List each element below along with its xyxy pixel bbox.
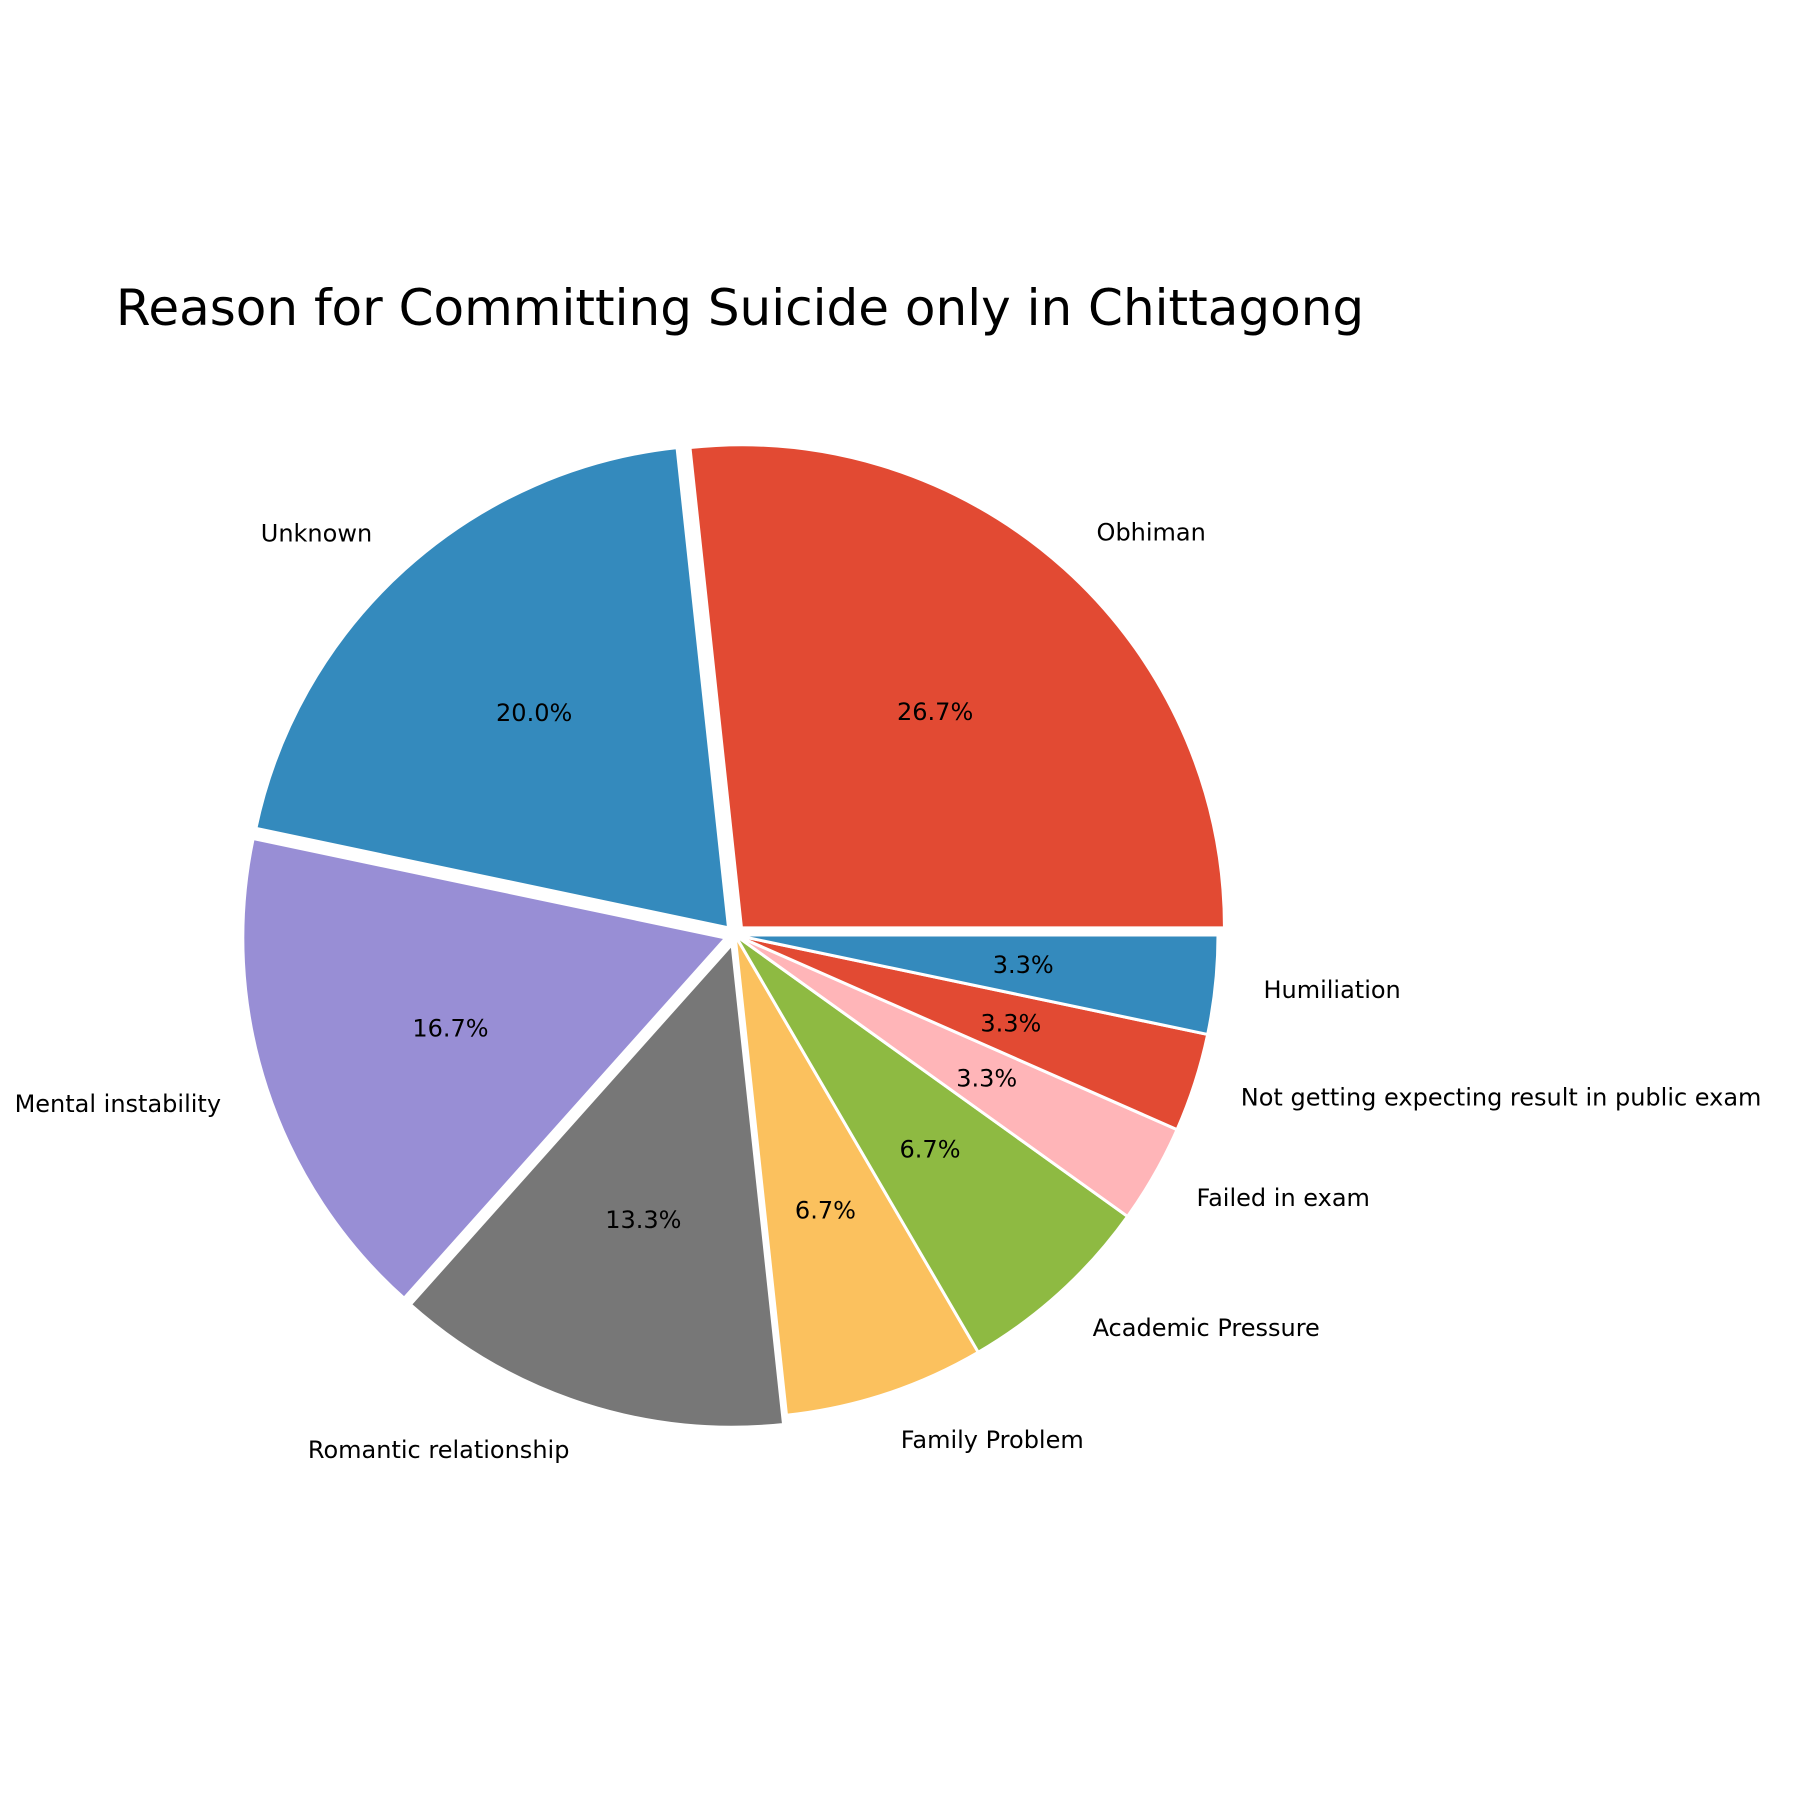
slice-label-failed-in-exam: Failed in exam: [1197, 1184, 1370, 1212]
chart-title: Reason for Committing Suicide only in Ch…: [116, 279, 1364, 337]
percent-label-obhiman: 26.7%: [897, 698, 973, 726]
pie-slice-family-problem: [733, 933, 980, 1417]
pie-slice-mental-instability: [241, 837, 728, 1300]
pie-slice-academic-pressure: [733, 933, 1130, 1354]
slice-labels: Obhiman Unknown Mental instability Romantic…: [15, 519, 1762, 1464]
pie-slice-unknown: [254, 446, 731, 930]
percent-label-family-problem: 6.7%: [795, 1196, 856, 1224]
percent-label-not-getting-expecting-result-in-public-exam: 3.3%: [980, 1010, 1041, 1038]
slice-label-unknown: Unknown: [261, 520, 372, 548]
percent-label-unknown: 20.0%: [496, 699, 572, 727]
slice-label-mental-instability: Mental instability: [15, 1090, 221, 1118]
slice-label-academic-pressure: Academic Pressure: [1093, 1314, 1320, 1342]
slice-label-humiliation: Humiliation: [1263, 976, 1400, 1004]
pie-slices: [241, 443, 1226, 1429]
percent-label-failed-in-exam: 3.3%: [956, 1065, 1017, 1093]
percent-label-mental-instability: 16.7%: [412, 1014, 488, 1042]
slice-label-romantic-relationship: Romantic relationship: [308, 1436, 570, 1464]
pie-slice-humiliation: [733, 933, 1220, 1036]
percent-label-romantic-relationship: 13.3%: [605, 1206, 681, 1234]
percent-labels: 26.7% 20.0% 16.7% 13.3% 6.7% 6.7% 3.3% 3.3% 3.3%: [412, 698, 1053, 1234]
slice-label-family-problem: Family Problem: [901, 1426, 1084, 1454]
slice-label-not-getting-expecting-result-in-public-exam: Not getting expecting result in public e…: [1241, 1084, 1762, 1112]
pie-slice-romantic-relationship: [408, 942, 786, 1429]
slice-label-obhiman: Obhiman: [1097, 519, 1206, 547]
percent-label-academic-pressure: 6.7%: [900, 1135, 961, 1163]
percent-label-humiliation: 3.3%: [993, 951, 1054, 979]
pie-slice-obhiman: [688, 443, 1226, 930]
